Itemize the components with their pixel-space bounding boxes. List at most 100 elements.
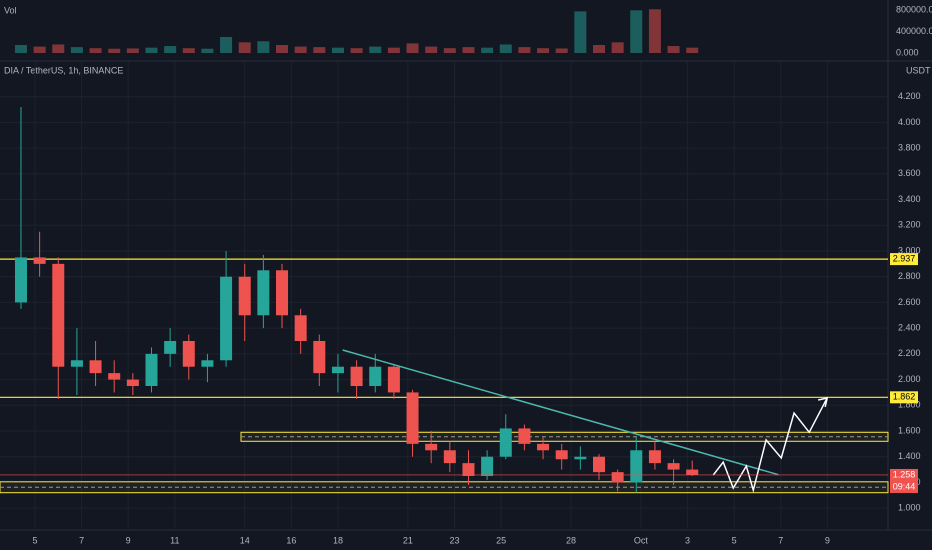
x-tick-label: 21 (403, 535, 413, 545)
y-tick-label: 4.000 (898, 117, 921, 127)
candle-body (201, 360, 214, 367)
candle-body (518, 428, 531, 444)
candle-body (387, 366, 400, 393)
candle-body (406, 392, 419, 444)
volume-bar (499, 44, 512, 53)
y-tick-label: 2.200 (898, 348, 921, 358)
candle-body (555, 450, 568, 460)
x-tick-label: 3 (685, 535, 690, 545)
x-tick-label: 25 (496, 535, 506, 545)
candle-body (220, 276, 233, 361)
volume-bar (425, 46, 438, 53)
candle-body (481, 456, 494, 476)
y-tick-label: 2.800 (898, 271, 921, 281)
y-tick-label: 1.800 (898, 400, 921, 410)
y-tick-label: 4.200 (898, 91, 921, 101)
y-tick-label: 2.400 (898, 323, 921, 333)
x-tick-label: 5 (32, 535, 37, 545)
chart-title: DIA / TetherUS, 1h, BINANCE (4, 65, 123, 75)
candle-body (350, 366, 363, 386)
volume-bar (387, 47, 400, 53)
volume-bar (331, 47, 344, 53)
trendline (342, 349, 779, 476)
candle-body (369, 366, 382, 386)
timer-label: 09:44 (893, 481, 916, 491)
candle-body (238, 276, 251, 316)
last-price-box (890, 468, 918, 493)
candle-body (537, 443, 550, 451)
candle-body (182, 341, 195, 367)
x-tick-label: 9 (126, 535, 131, 545)
candle-body (499, 428, 512, 457)
candle-body (611, 472, 624, 483)
volume-bar (126, 48, 139, 53)
price-label: 2.937 (893, 253, 916, 263)
volume-bar (14, 45, 27, 53)
x-tick-label: 23 (449, 535, 459, 545)
volume-bar (462, 47, 475, 53)
candle-body (630, 450, 643, 483)
candle-body (331, 366, 344, 374)
volume-bar (537, 48, 550, 53)
candle-body (667, 463, 680, 470)
volume-bar (574, 11, 587, 53)
x-tick-label: 28 (566, 535, 576, 545)
candle-body (574, 456, 587, 460)
projection-arrowhead (818, 396, 829, 408)
volume-bar (630, 10, 643, 54)
x-tick-label: 14 (240, 535, 250, 545)
last-price-label: 1.258 (893, 469, 916, 479)
x-tick-label: 18 (333, 535, 343, 545)
y-tick-label: 2.600 (898, 297, 921, 307)
candle-body (462, 463, 475, 476)
volume-bar (89, 48, 102, 53)
price-label: 1.862 (893, 392, 916, 402)
volume-bar (201, 48, 214, 53)
y-tick-label: 3.400 (898, 194, 921, 204)
x-tick-label: 5 (732, 535, 737, 545)
volume-bar (145, 47, 158, 53)
candle-body (592, 456, 605, 473)
volume-title: Vol (4, 5, 17, 15)
y-tick-label: 1.000 (898, 503, 921, 513)
candle-body (257, 270, 270, 316)
volume-bar (108, 48, 121, 53)
volume-bar (555, 48, 568, 53)
volume-tick-label: 800000.000 (896, 5, 932, 15)
candle-body (70, 360, 83, 367)
x-tick-label: 7 (79, 535, 84, 545)
x-tick-label: 11 (170, 535, 179, 545)
volume-bar (667, 46, 680, 53)
volume-bar (294, 46, 307, 53)
volume-bar (481, 47, 494, 53)
y-tick-label: 3.200 (898, 220, 921, 230)
volume-bar (238, 42, 251, 53)
y-tick-label: 3.600 (898, 168, 921, 178)
volume-bar (350, 48, 363, 53)
candle-body (425, 443, 438, 451)
volume-bar (369, 46, 382, 53)
y-tick-label: 3.000 (898, 245, 921, 255)
candle-body (14, 257, 27, 303)
volume-bar (276, 45, 289, 53)
candle-body (145, 353, 158, 386)
volume-bar (33, 46, 46, 53)
volume-bar (443, 48, 456, 53)
volume-bar (52, 44, 65, 53)
candle-body (52, 263, 65, 367)
candle-body (443, 450, 456, 464)
candle-body (33, 257, 46, 264)
volume-bar (313, 47, 326, 53)
volume-bar (648, 9, 661, 53)
y-tick-label: 1.600 (898, 425, 921, 435)
volume-bar (611, 42, 624, 53)
volume-bar (182, 48, 195, 53)
candle-body (164, 341, 177, 354)
volume-bar (686, 47, 699, 53)
candle-body (313, 341, 326, 374)
volume-tick-label: 0.000 (896, 47, 919, 57)
price-label-box (890, 391, 918, 404)
